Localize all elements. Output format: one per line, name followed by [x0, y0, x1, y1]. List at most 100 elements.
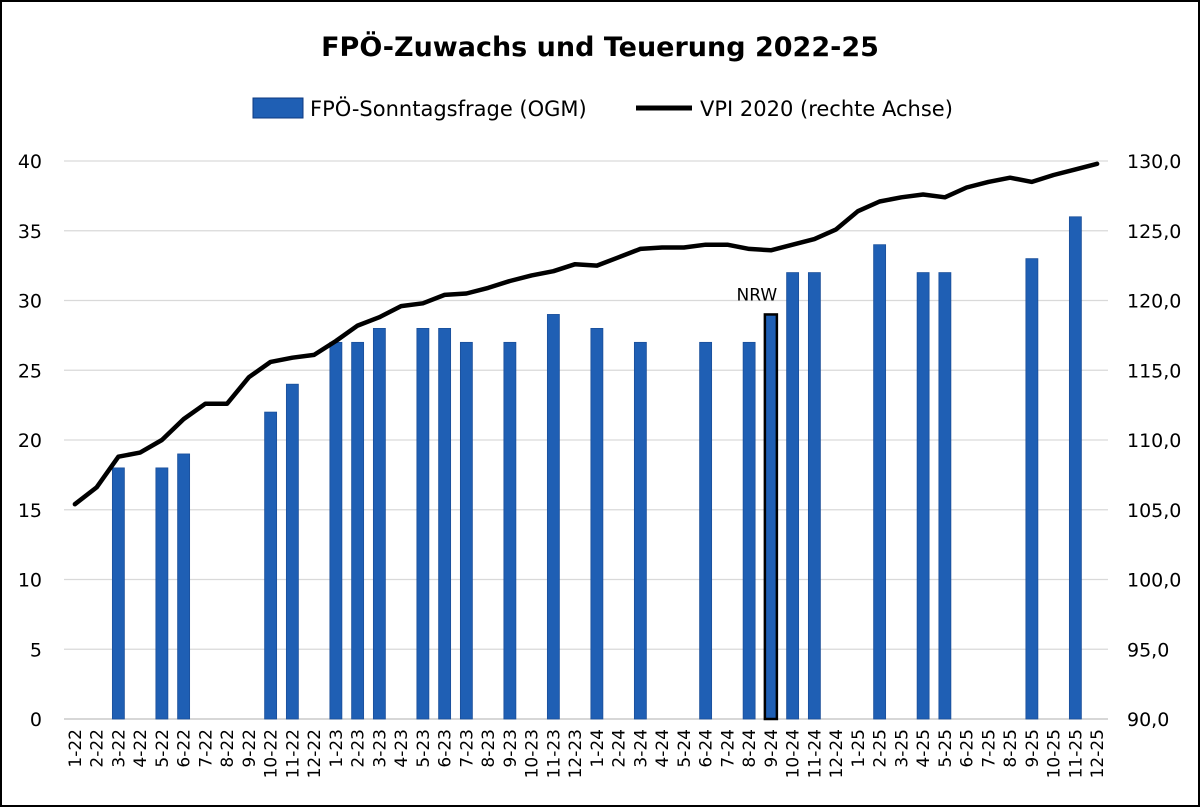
- x-tick-label: 2-22: [88, 729, 108, 768]
- x-tick-label: 3-22: [109, 729, 129, 768]
- x-tick-label: 10-25: [1045, 729, 1065, 778]
- left-tick-label: 20: [18, 430, 42, 452]
- right-tick-label: 105,0: [1127, 500, 1181, 522]
- x-tick-label: 4-24: [653, 729, 673, 768]
- vpi-line: [72, 161, 1100, 507]
- left-axis-ticks: 0 5 10 15 20 25 30 35 40: [18, 151, 42, 731]
- x-tick-label: 1-22: [66, 729, 86, 768]
- right-tick-label: 100,0: [1127, 570, 1181, 592]
- x-axis-ticks: 1-22 2-22 3-22 4-22 5-22 6-22 7-22 8-22 9-22 10-2…: [66, 729, 1108, 778]
- left-tick-label: 35: [18, 221, 42, 243]
- bar-10-24: [786, 272, 800, 720]
- x-tick-label: 3-23: [370, 729, 390, 768]
- bar-6-23: [438, 327, 452, 720]
- x-tick-label: 9-23: [501, 729, 521, 768]
- x-tick-label: 6-24: [697, 729, 717, 768]
- bar-11-24: [807, 272, 821, 720]
- x-tick-label: 12-22: [305, 729, 325, 778]
- x-tick-label: 8-25: [1001, 729, 1021, 768]
- x-tick-label: 2-23: [349, 729, 369, 768]
- bar-11-22: [285, 383, 299, 720]
- bars: [111, 216, 1082, 721]
- left-tick-label: 25: [18, 360, 42, 382]
- x-tick-label: 6-23: [436, 729, 456, 768]
- bar-2-23: [351, 341, 365, 720]
- x-tick-label: 5-23: [414, 729, 434, 768]
- annotations: NRW: [737, 285, 778, 305]
- x-tick-label: 11-23: [544, 729, 564, 778]
- x-tick-label: 11-25: [1066, 729, 1086, 778]
- legend-line-label: VPI 2020 (rechte Achse): [700, 97, 953, 121]
- x-tick-label: 1-25: [849, 729, 869, 768]
- legend-bar-swatch: [252, 97, 304, 119]
- x-tick-label: 12-23: [566, 729, 586, 778]
- x-tick-label: 9-22: [240, 729, 260, 768]
- x-tick-label: 7-22: [196, 729, 216, 768]
- x-tick-label: 3-24: [631, 729, 651, 768]
- right-tick-label: 120,0: [1127, 291, 1181, 313]
- x-tick-label: 8-22: [218, 729, 238, 768]
- bar-5-25: [938, 272, 952, 720]
- bar-3-23: [372, 327, 386, 720]
- bar-7-23: [459, 341, 473, 720]
- vpi-line-path: [72, 161, 1100, 507]
- x-tick-label: 9-24: [762, 729, 782, 768]
- x-tick-label: 10-24: [784, 729, 804, 778]
- bar-4-25: [916, 272, 930, 720]
- x-tick-label: 6-22: [175, 729, 195, 768]
- x-tick-label: 7-23: [457, 729, 477, 768]
- x-tick-label: 12-25: [1088, 729, 1108, 778]
- right-tick-label: 125,0: [1127, 221, 1181, 243]
- bar-9-23: [503, 341, 517, 720]
- bar-3-22: [111, 467, 125, 720]
- x-tick-label: 5-25: [936, 729, 956, 768]
- right-tick-label: 115,0: [1127, 360, 1181, 382]
- right-tick-label: 130,0: [1127, 151, 1181, 173]
- x-tick-label: 11-22: [283, 729, 303, 778]
- bar-2-25: [873, 244, 887, 720]
- bar-5-22: [155, 467, 169, 720]
- x-tick-label: 8-24: [740, 729, 760, 768]
- bar-11-23: [546, 314, 560, 720]
- right-axis-ticks: 90,0 95,0 100,0 105,0 110,0 115,0 120,0 125,0 13…: [1127, 151, 1181, 731]
- bar-11-25: [1068, 216, 1082, 720]
- x-tick-label: 7-25: [979, 729, 999, 768]
- bar-5-23: [416, 327, 430, 720]
- bar-6-22: [177, 453, 191, 720]
- x-tick-label: 1-24: [588, 729, 608, 768]
- legend: FPÖ-Sonntagsfrage (OGM) VPI 2020 (rechte…: [252, 96, 953, 121]
- right-tick-label: 95,0: [1127, 639, 1169, 661]
- left-tick-label: 15: [18, 500, 42, 522]
- x-tick-label: 5-24: [675, 729, 695, 768]
- bar-10-22: [264, 411, 278, 720]
- x-tick-label: 6-25: [958, 729, 978, 768]
- bar-8-24: [742, 341, 756, 720]
- x-tick-label: 1-23: [327, 729, 347, 768]
- x-tick-label: 4-22: [131, 729, 151, 768]
- left-tick-label: 10: [18, 570, 42, 592]
- left-tick-label: 0: [30, 709, 42, 731]
- right-tick-label: 110,0: [1127, 430, 1181, 452]
- x-tick-label: 10-23: [523, 729, 543, 778]
- x-tick-label: 2-25: [871, 729, 891, 768]
- x-tick-label: 2-24: [610, 729, 630, 768]
- left-tick-label: 30: [18, 291, 42, 313]
- x-tick-label: 4-23: [392, 729, 412, 768]
- bar-9-24: [763, 313, 779, 721]
- x-tick-label: 7-24: [718, 729, 738, 768]
- bar-6-24: [699, 341, 713, 720]
- chart-title: FPÖ-Zuwachs und Teuerung 2022-25: [321, 30, 879, 63]
- x-tick-label: 10-22: [262, 729, 282, 778]
- x-tick-label: 4-25: [914, 729, 934, 768]
- bar-3-24: [633, 341, 647, 720]
- bar-1-23: [329, 341, 343, 720]
- gridlines: [64, 160, 1108, 720]
- x-tick-label: 11-24: [805, 729, 825, 778]
- bar-9-25: [1025, 258, 1039, 720]
- annotation-nrw: NRW: [737, 285, 778, 305]
- bar-1-24: [590, 327, 604, 720]
- x-tick-label: 8-23: [479, 729, 499, 768]
- x-tick-label: 3-25: [892, 729, 912, 768]
- right-tick-label: 90,0: [1127, 709, 1169, 731]
